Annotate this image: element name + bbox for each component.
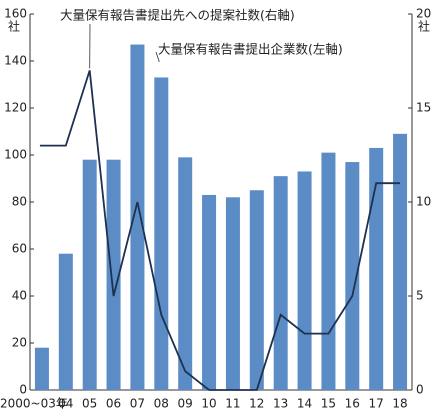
bar [297, 171, 312, 390]
bar [202, 194, 217, 390]
x-tick-label: 18 [392, 397, 407, 411]
y-tick-label: 60 [12, 242, 27, 256]
y-tick-label: 80 [12, 195, 27, 209]
bar [321, 152, 336, 390]
bar [130, 44, 145, 391]
bar [58, 253, 73, 390]
legend-label: 大量保有報告書提出企業数(左軸) [158, 42, 343, 57]
legend-label: 大量保有報告書提出先への提案社数(右軸) [60, 8, 295, 23]
x-tick-label: 17 [369, 397, 384, 411]
x-tick-label: 09 [178, 397, 193, 411]
y2-unit: 社 [418, 19, 430, 34]
y-tick-label: 40 [12, 289, 27, 303]
y-tick-label: 20 [12, 336, 27, 350]
x-tick-label: 04 [58, 397, 73, 411]
line [39, 70, 401, 391]
y-tick-label: 120 [4, 101, 27, 115]
x-tick-label: 10 [201, 397, 216, 411]
y2-tick-label: 20 [416, 7, 431, 21]
y-tick-label: 160 [4, 7, 27, 21]
y-tick-label: 0 [19, 383, 27, 397]
bar [249, 190, 264, 390]
x-tick-label: 2000~03年 [0, 397, 68, 411]
leader-line [155, 51, 160, 63]
bar [345, 162, 360, 390]
bar [82, 159, 97, 390]
bar [106, 159, 121, 390]
x-tick-label: 14 [297, 397, 312, 411]
bar [393, 133, 408, 390]
bar [178, 157, 193, 390]
y2-tick-label: 5 [416, 289, 424, 303]
x-tick-label: 08 [154, 397, 169, 411]
bar [225, 197, 240, 390]
x-tick-label: 11 [225, 397, 240, 411]
y-tick-label: 140 [4, 54, 27, 68]
x-tick-label: 07 [130, 397, 145, 411]
bar [273, 176, 288, 390]
x-tick-label: 05 [82, 397, 97, 411]
bar [34, 347, 49, 390]
y2-tick-label: 15 [416, 101, 431, 115]
y-tick-label: 100 [4, 148, 27, 162]
x-tick-label: 15 [321, 397, 336, 411]
x-tick-label: 12 [249, 397, 264, 411]
y-unit: 社 [8, 19, 20, 34]
x-tick-label: 16 [345, 397, 360, 411]
y2-tick-label: 10 [416, 195, 431, 209]
x-tick-label: 06 [106, 397, 121, 411]
x-tick-label: 13 [273, 397, 288, 411]
y2-tick-label: 0 [416, 383, 424, 397]
bar [369, 147, 384, 390]
bar [154, 77, 169, 390]
